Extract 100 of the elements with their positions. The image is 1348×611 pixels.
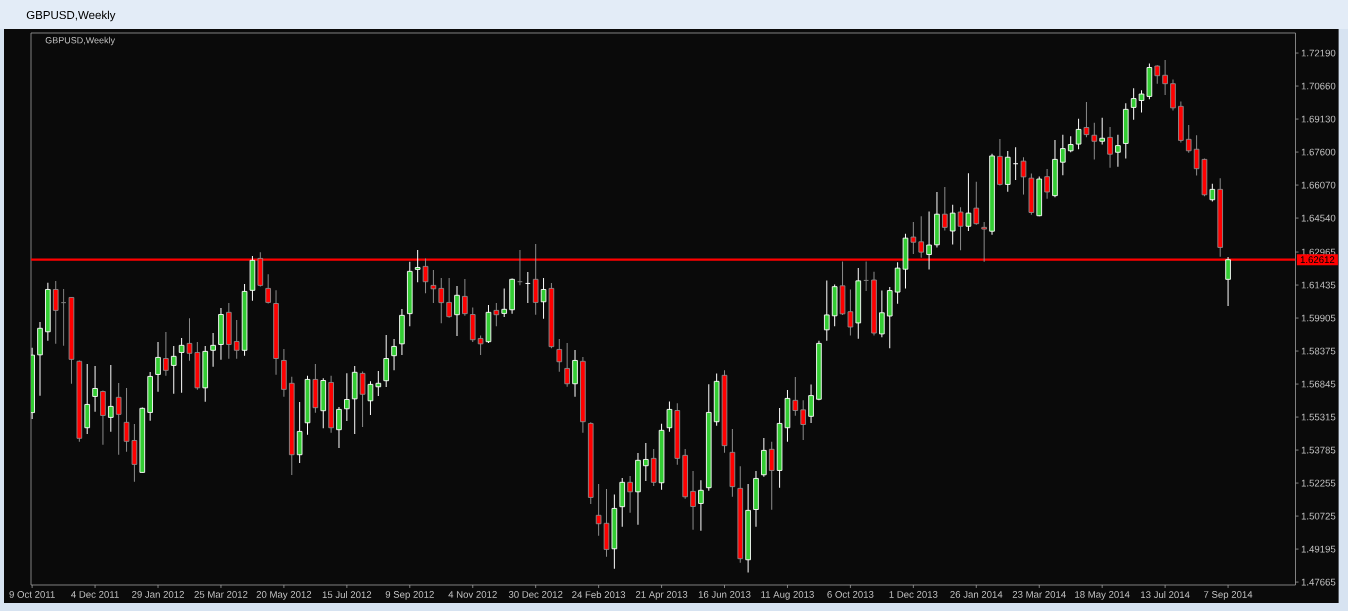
chart-subtitle: GBPUSD,Weekly [45, 36, 116, 46]
y-tick-label: 1.62965 [1301, 248, 1336, 256]
candlestick [965, 172, 972, 232]
x-tick-label: 18 May 2014 [1075, 591, 1130, 600]
candlestick [462, 278, 468, 317]
ref-line-label: 1.62612 [1300, 256, 1335, 264]
y-tick-label: 1.61435 [1301, 281, 1336, 289]
x-tick-label: 25 Mar 2012 [194, 591, 248, 598]
candlestick [800, 399, 806, 441]
candlestick [926, 211, 932, 270]
candlestick [344, 372, 350, 422]
candlestick [879, 290, 885, 338]
y-tick-label: 1.67600 [1301, 148, 1336, 156]
candlestick [792, 376, 799, 417]
candlestick [454, 285, 460, 337]
candlestick [477, 334, 484, 356]
candlestick [957, 206, 964, 251]
candlestick [155, 341, 161, 393]
x-tick-label: 7 Sep 2014 [1204, 591, 1253, 600]
candlestick [1012, 146, 1019, 181]
x-tick-label: 11 Aug 2013 [761, 591, 814, 600]
candlestick [643, 442, 649, 482]
candlestick [52, 280, 59, 345]
y-tick-label: 1.64540 [1301, 214, 1336, 222]
candlestick [556, 338, 563, 373]
x-tick-label: 29 Jan 2012 [132, 591, 184, 598]
candlestick [1044, 168, 1050, 200]
candlestick [564, 342, 570, 388]
candlestick [1060, 134, 1066, 176]
y-tick-label: 1.53785 [1301, 446, 1336, 454]
candlestick [430, 269, 437, 304]
y-tick-label: 1.66070 [1301, 181, 1336, 189]
candlestick [446, 277, 452, 319]
candlestick [768, 441, 775, 511]
y-tick-label: 1.50725 [1301, 512, 1336, 520]
candlestick [1185, 124, 1192, 154]
candlestick [666, 400, 673, 433]
x-tick-label: 21 Apr 2013 [635, 591, 688, 600]
y-tick-label: 1.49195 [1301, 545, 1336, 553]
candlestick [501, 287, 508, 318]
y-tick-label: 1.55315 [1301, 413, 1336, 421]
candlestick [1162, 59, 1168, 96]
x-tick-label: 23 Mar 2014 [1012, 591, 1066, 598]
x-tick-label: 24 Feb 2013 [572, 591, 626, 599]
x-tick-label: 4 Nov 2012 [448, 591, 497, 598]
candlestick [1083, 101, 1090, 138]
candlestick [1107, 126, 1113, 169]
x-tick-label: 15 Jul 2012 [322, 591, 372, 599]
candlestick [438, 277, 445, 324]
candlestick [296, 401, 303, 464]
candlestick [1225, 256, 1231, 307]
candlestick [108, 364, 114, 433]
candlestick [627, 475, 633, 514]
candlestick [100, 389, 106, 446]
candlestick [949, 204, 956, 245]
y-tick-label: 1.56845 [1301, 380, 1336, 388]
candlestick [186, 317, 193, 362]
candlestick [1075, 118, 1082, 150]
y-tick-label: 1.69130 [1301, 115, 1336, 123]
candlestick [60, 288, 67, 347]
candlestick [233, 319, 240, 360]
x-tick-label: 6 Oct 2013 [827, 591, 874, 598]
candlestick [84, 363, 91, 435]
candlestick [115, 382, 122, 456]
candlestick [383, 334, 389, 388]
x-tick-label: 4 Dec 2011 [71, 591, 119, 598]
candlestick [942, 186, 948, 232]
candlestick [1130, 87, 1137, 121]
candlestick [1020, 156, 1027, 196]
x-tick-label: 26 Jan 2014 [950, 591, 1003, 598]
candlestick [92, 365, 98, 413]
y-tick-label: 1.58375 [1301, 347, 1336, 355]
candlestick [359, 370, 366, 428]
x-tick-label: 9 Sep 2012 [385, 591, 434, 600]
candlestick [375, 370, 382, 397]
x-tick-label: 16 Jun 2013 [698, 591, 751, 598]
candlestick [1115, 134, 1121, 168]
candlestick [650, 448, 657, 487]
candlestick [210, 332, 216, 368]
candlestick [910, 221, 917, 255]
candlestick [1099, 117, 1105, 146]
candlestick [336, 406, 342, 449]
candlestick [698, 479, 704, 532]
candlestick [178, 337, 185, 394]
y-tick-label: 1.52255 [1301, 479, 1336, 487]
candlestick [572, 349, 578, 398]
x-tick-label: 1 Dec 2013 [889, 591, 938, 598]
candlestick [367, 380, 374, 416]
candlestick [808, 383, 814, 424]
candlestick [170, 345, 177, 395]
candlestick [524, 271, 531, 304]
chart-title: GBPUSD,Weekly [26, 10, 116, 22]
candlestick [265, 273, 271, 304]
y-tick-label: 1.70660 [1301, 82, 1336, 90]
x-tick-label: 30 Dec 2012 [508, 591, 563, 598]
candlestick [823, 279, 830, 342]
x-tick-label: 13 Jul 2014 [1141, 591, 1190, 599]
candlestick [163, 331, 169, 377]
candlestick [414, 249, 421, 283]
candlestick [973, 181, 980, 226]
